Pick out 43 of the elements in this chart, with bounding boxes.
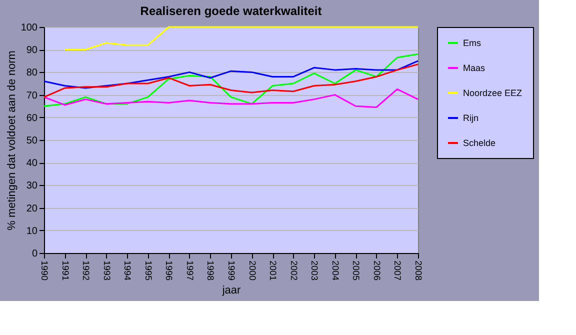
legend-label: Rijn — [463, 113, 479, 123]
y-tick-label: 90 — [26, 45, 38, 56]
y-axis-title: % metingen dat voldoet aan de norm — [6, 50, 18, 230]
y-tick-label: 20 — [26, 203, 38, 214]
x-tick-label: 2005 — [351, 260, 362, 281]
y-tick-label: 60 — [26, 112, 38, 124]
x-tick-label: 2004 — [330, 260, 340, 281]
x-tick-label: 2008 — [414, 260, 424, 281]
x-tick-label: 2006 — [372, 260, 382, 281]
x-tick-label: 2001 — [268, 260, 278, 281]
legend-label: Schelde — [463, 138, 496, 148]
x-tick-label: 2003 — [310, 260, 320, 281]
x-axis-title: jaar — [221, 284, 242, 297]
x-tick-label: 1990 — [40, 260, 50, 281]
x-tick-label: 2007 — [392, 260, 403, 281]
x-tick-label: 1995 — [143, 260, 154, 281]
x-tick-label: 1994 — [122, 260, 133, 281]
x-tick-label: 1992 — [81, 260, 92, 281]
line-series — [43, 64, 419, 98]
y-tick-label: 30 — [26, 180, 38, 192]
y-tick-label: 50 — [26, 136, 38, 146]
line-series — [43, 60, 419, 89]
x-tick-label: 2000 — [247, 260, 258, 281]
y-tick-label: 10 — [26, 226, 38, 237]
y-tick-label: 70 — [26, 90, 38, 102]
y-tick-label: 80 — [26, 68, 38, 79]
legend-label: Noordzee EEZ — [463, 88, 523, 98]
line-series — [43, 53, 419, 107]
x-tick-label: 1991 — [60, 260, 70, 281]
y-tick-label: 100 — [20, 22, 38, 34]
legend-label: Maas — [463, 63, 486, 73]
x-tick-label: 1998 — [206, 260, 216, 281]
x-tick-label: 1993 — [102, 260, 112, 281]
line-series — [43, 88, 419, 108]
line-series — [64, 26, 419, 50]
y-tick-label: 40 — [26, 158, 38, 170]
y-tick-label: 0 — [32, 248, 38, 260]
x-tick-label: 1997 — [184, 260, 195, 281]
x-tick-label: 1999 — [226, 260, 236, 281]
chart-title: Realiseren goede waterkwaliteit — [140, 4, 322, 18]
legend-label: Ems — [463, 38, 482, 48]
x-tick-label: 1996 — [164, 260, 174, 281]
x-tick-label: 2002 — [288, 260, 299, 281]
